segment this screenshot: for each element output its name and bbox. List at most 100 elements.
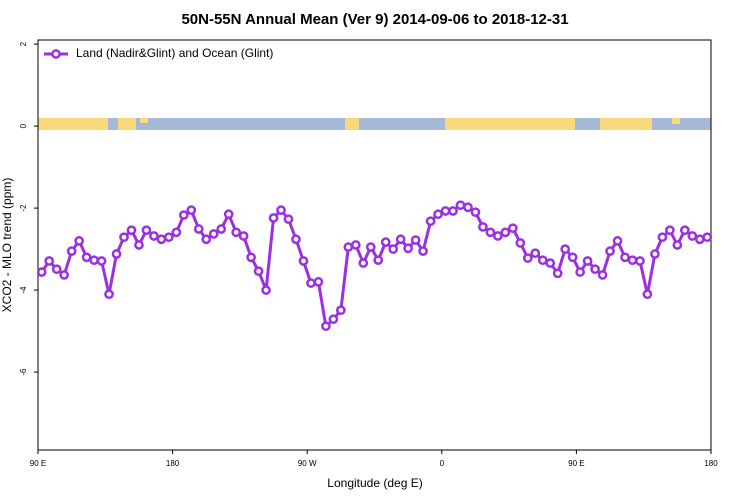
- data-point: [149, 231, 159, 241]
- y-tick-label: -4: [19, 286, 28, 294]
- data-point: [380, 237, 391, 247]
- data-point: [336, 305, 346, 316]
- chart-title: 50N-55N Annual Mean (Ver 9) 2014-09-06 t…: [181, 11, 568, 28]
- data-point: [530, 248, 541, 259]
- data-point: [440, 206, 451, 216]
- data-point: [590, 264, 600, 275]
- y-tick-label: 2: [19, 41, 28, 46]
- legend-marker: [51, 49, 61, 59]
- data-point: [96, 256, 107, 266]
- data-point: [395, 234, 406, 245]
- data-point: [410, 235, 421, 245]
- data-point: [612, 236, 623, 246]
- x-tick-label: 90 E: [30, 459, 46, 468]
- data-point: [343, 242, 354, 252]
- data-point: [515, 238, 526, 248]
- data-point: [687, 231, 698, 241]
- data-point: [59, 270, 70, 280]
- data-point: [620, 252, 630, 263]
- data-point: [89, 255, 99, 266]
- data-point: [216, 224, 227, 234]
- data-point: [642, 289, 653, 300]
- data-point: [478, 222, 488, 232]
- data-point: [650, 249, 660, 259]
- data-point: [44, 256, 55, 266]
- data-point: [403, 243, 413, 254]
- x-tick-label: 0: [440, 459, 445, 468]
- data-point: [388, 244, 399, 254]
- data-point: [111, 249, 122, 259]
- data-point: [253, 266, 264, 277]
- data-point: [365, 242, 376, 252]
- data-point: [81, 252, 92, 263]
- land-ocean-strip: [38, 118, 711, 130]
- data-point: [373, 255, 384, 266]
- data-point: [694, 234, 705, 245]
- data-point: [283, 214, 294, 225]
- x-axis-label: Longitude (deg E): [327, 476, 422, 490]
- data-point: [171, 227, 182, 238]
- data-point: [141, 225, 152, 236]
- data-point: [261, 285, 271, 295]
- y-axis-label: XCO2 - MLO trend (ppm): [0, 178, 14, 313]
- data-point: [679, 225, 690, 236]
- data-point: [193, 224, 204, 234]
- legend-label: Land (Nadir&Glint) and Ocean (Glint): [76, 46, 273, 60]
- data-point: [291, 234, 301, 245]
- data-point: [201, 234, 212, 245]
- data-point: [119, 232, 129, 243]
- data-point: [537, 255, 548, 266]
- data-point: [597, 270, 608, 280]
- data-point: [36, 267, 47, 277]
- data-point: [567, 252, 578, 263]
- data-point: [231, 227, 242, 238]
- data-point: [328, 314, 339, 325]
- x-tick-label: 90 W: [298, 459, 317, 468]
- x-tick-label: 90 E: [568, 459, 584, 468]
- data-point: [702, 232, 713, 243]
- data-point: [522, 253, 533, 263]
- data-point: [276, 205, 286, 215]
- data-point: [74, 236, 84, 246]
- data-point: [268, 213, 279, 223]
- data-point: [156, 234, 167, 245]
- data-point: [605, 246, 615, 256]
- data-point: [321, 321, 331, 332]
- series-line: [40, 203, 708, 328]
- data-point: [238, 231, 249, 241]
- data-point: [350, 240, 361, 250]
- data-point: [223, 209, 234, 220]
- data-point: [545, 258, 556, 268]
- data-point: [425, 216, 436, 227]
- data-point: [164, 232, 174, 243]
- plot-frame: [37, 39, 712, 451]
- data-point: [470, 207, 481, 218]
- data-point: [178, 210, 189, 220]
- x-tick-label: 180: [704, 459, 718, 468]
- data-point: [246, 252, 256, 263]
- data-point: [126, 225, 137, 236]
- y-tick-label: 0: [19, 123, 28, 128]
- data-point: [552, 268, 563, 279]
- data-point: [433, 209, 443, 220]
- data-point: [493, 231, 503, 241]
- data-point: [500, 227, 511, 238]
- data-point: [507, 223, 518, 234]
- data-point: [134, 240, 144, 250]
- data-point: [665, 225, 675, 236]
- data-point: [66, 246, 77, 256]
- data-point: [635, 256, 645, 266]
- data-point: [358, 258, 369, 268]
- data-point: [657, 232, 668, 243]
- data-point: [313, 277, 324, 287]
- x-tick-label: 180: [166, 459, 180, 468]
- data-point: [672, 240, 683, 250]
- data-point: [298, 256, 309, 266]
- data-point: [306, 278, 316, 288]
- data-point: [448, 206, 458, 216]
- data-point: [463, 202, 473, 213]
- y-tick-label: -2: [19, 204, 28, 212]
- data-point: [582, 256, 593, 266]
